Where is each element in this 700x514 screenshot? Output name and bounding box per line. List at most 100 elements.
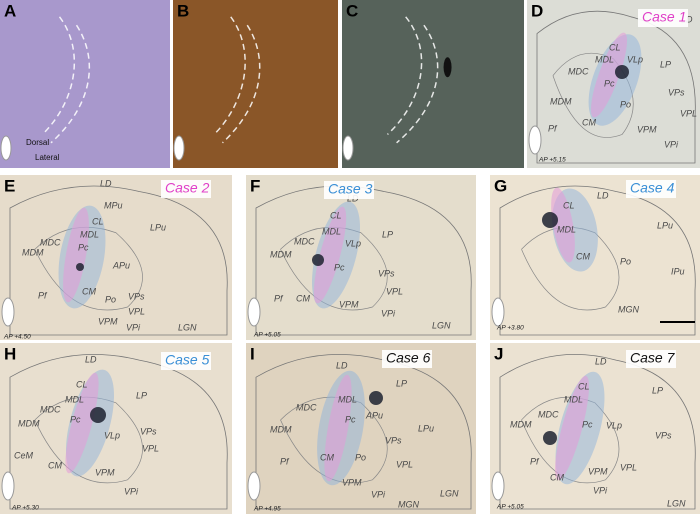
region-label: MDM: [270, 249, 292, 259]
case-label-box: [324, 181, 374, 199]
outline: [9, 354, 228, 510]
region-label: Pc: [334, 262, 345, 272]
outline: [552, 52, 634, 138]
region-label: VPM: [95, 467, 115, 477]
ventricle: [491, 297, 505, 327]
case-label: Case 7: [630, 350, 676, 366]
region-label: LGN: [667, 498, 686, 508]
region-label: VPM: [339, 299, 359, 309]
region-label: VPi: [371, 489, 386, 499]
ap-coordinate: AP +5.05: [496, 504, 524, 511]
ventricle: [247, 471, 261, 501]
region-label: CL: [330, 210, 342, 220]
region-label: VPM: [342, 477, 362, 487]
region-label: MDM: [510, 419, 532, 429]
ventricle: [1, 471, 15, 501]
region-label: CL: [76, 379, 88, 389]
region-label: MPu: [104, 200, 123, 210]
region-label: LPu: [657, 220, 673, 230]
injection-site: [542, 212, 558, 228]
projection-zone: [65, 372, 99, 474]
dashed-boundary: [221, 24, 261, 144]
region-label: VPi: [593, 485, 608, 495]
region-label: CM: [82, 286, 96, 296]
injection-site: [312, 254, 324, 266]
panel: FLDCLLPMDLMDCVLpMDMPcVPsPfCMVPMVPLVPiLGN…: [246, 175, 476, 340]
ap-coordinate: AP +4.50: [3, 334, 31, 341]
region-label: CM: [582, 117, 596, 127]
region-label: VPi: [124, 486, 139, 496]
region-label: VPs: [378, 268, 395, 278]
region-label: MDM: [18, 418, 40, 428]
region-label: CM: [550, 472, 564, 482]
region-label: LPu: [418, 423, 434, 433]
region-label: VPL: [620, 462, 637, 472]
region-label: MDC: [296, 402, 317, 412]
injection-site: [543, 431, 557, 445]
panel-image: [173, 0, 338, 168]
region-label: APu: [112, 260, 130, 270]
region-label: VPM: [588, 466, 608, 476]
projection-zone: [555, 375, 589, 481]
panel-letter: E: [4, 176, 15, 195]
ventricle: [1, 297, 15, 327]
outline: [280, 396, 388, 484]
region-label: VPs: [140, 426, 157, 436]
ventricle: [491, 471, 505, 501]
region-label: CeM: [14, 450, 34, 460]
region-label: LD: [85, 354, 97, 364]
case-label: Case 5: [165, 352, 210, 368]
region-label: VLp: [606, 420, 622, 430]
region-label: CL: [578, 381, 590, 391]
region-label: Pc: [70, 414, 81, 424]
region-label: MDL: [557, 224, 576, 234]
panel-letter: A: [4, 1, 16, 20]
panel-letter: J: [494, 344, 503, 363]
region-label: LD: [336, 360, 348, 370]
outline: [9, 185, 228, 336]
panel-image: [342, 0, 524, 168]
region-label: VPs: [385, 435, 402, 445]
region-label: Po: [355, 452, 366, 462]
case-label-box: [382, 350, 432, 368]
region-label: Pf: [530, 456, 540, 466]
outline: [521, 396, 620, 484]
region-label: VPi: [126, 322, 141, 332]
region-label: MDC: [568, 66, 589, 76]
panel-image: [0, 0, 170, 168]
region-label: VPM: [98, 316, 118, 326]
region-label: Pc: [345, 414, 356, 424]
region-label: LGN: [432, 320, 451, 330]
region-label: MDL: [564, 394, 583, 404]
region-label: Pf: [280, 456, 290, 466]
region-label: VPs: [668, 87, 685, 97]
panel: I LD LP MDC MDL APu LPu MDM Pc VPs Pf CM Po VPL VPM VPi…: [246, 343, 476, 514]
region-label: VPL: [680, 108, 697, 118]
region-label: APu: [365, 410, 383, 420]
panel: A Dorsal Lateral: [0, 0, 170, 168]
region-label: VLp: [345, 238, 361, 248]
injection-site: [615, 65, 629, 79]
region-label: LPu: [150, 222, 166, 232]
region-label: Pc: [604, 78, 615, 88]
region-label: LD: [100, 178, 112, 188]
panel: DLDCLMDLVLpLPMDCMDMPcPoVPsCMVPLVPMPfVPiC…: [527, 0, 700, 168]
region-label: MDM: [270, 424, 292, 434]
region-label: MDC: [538, 409, 559, 419]
orientation-label: Dorsal: [26, 138, 49, 147]
dashed-boundary: [41, 16, 76, 135]
region-label: LGN: [178, 322, 197, 332]
orientation-label: Lateral: [35, 153, 60, 162]
region-label: Pf: [274, 293, 284, 303]
dashed-boundary: [50, 24, 90, 144]
region-label: Pc: [582, 419, 593, 429]
projection-zone: [324, 374, 352, 482]
projection-zone: [590, 32, 628, 118]
injection-site: [369, 391, 383, 405]
panel-letter: G: [494, 176, 507, 195]
region-label: LP: [382, 229, 393, 239]
region-label: VPL: [128, 306, 145, 316]
case-label: Case 4: [630, 180, 675, 196]
panel: J LD CL LP MDC MDL VLp MDM Pc VPs CM Pf VPM VPL VPi LGN…: [490, 343, 700, 514]
